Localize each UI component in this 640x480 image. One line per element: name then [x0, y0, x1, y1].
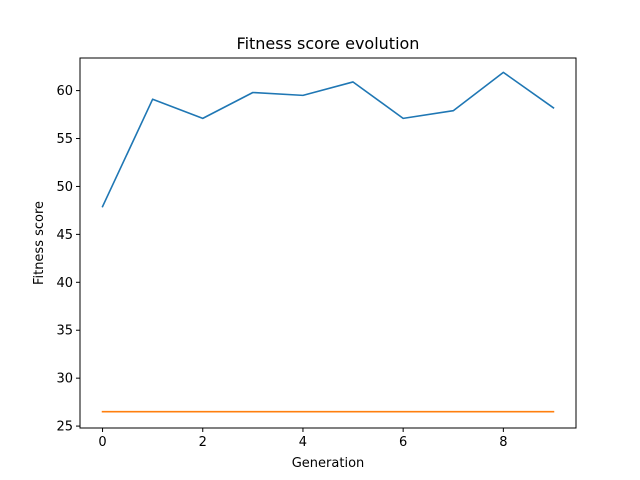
plot-background: [80, 58, 576, 428]
series-line-1: [101, 71, 555, 208]
y-tick-label: 45: [56, 228, 73, 243]
x-axis-ticks: 0 2 4 6 8: [98, 428, 507, 450]
y-tick-label: 55: [56, 132, 73, 147]
x-axis-label: Generation: [292, 456, 365, 471]
y-axis-label: Fitness score: [32, 201, 47, 285]
plot-area: [80, 58, 576, 428]
y-tick-label: 30: [56, 372, 73, 387]
y-tick-label: 40: [56, 276, 73, 291]
x-tick-label: 8: [499, 435, 507, 450]
x-tick-label: 0: [98, 435, 106, 450]
x-tick-label: 6: [399, 435, 407, 450]
y-tick-label: 50: [56, 180, 73, 195]
x-tick-label: 2: [199, 435, 207, 450]
chart-title: Fitness score evolution: [237, 34, 420, 53]
plot-frame: [79, 57, 577, 429]
y-tick-label: 35: [56, 324, 73, 339]
y-axis-ticks: 25 30 35 40 45 50 55 60: [56, 84, 80, 435]
axes-layer: [79, 57, 577, 429]
series-layer: [101, 71, 555, 413]
y-tick-label: 25: [56, 420, 73, 435]
y-tick-label: 60: [56, 84, 73, 99]
x-tick-label: 4: [299, 435, 307, 450]
